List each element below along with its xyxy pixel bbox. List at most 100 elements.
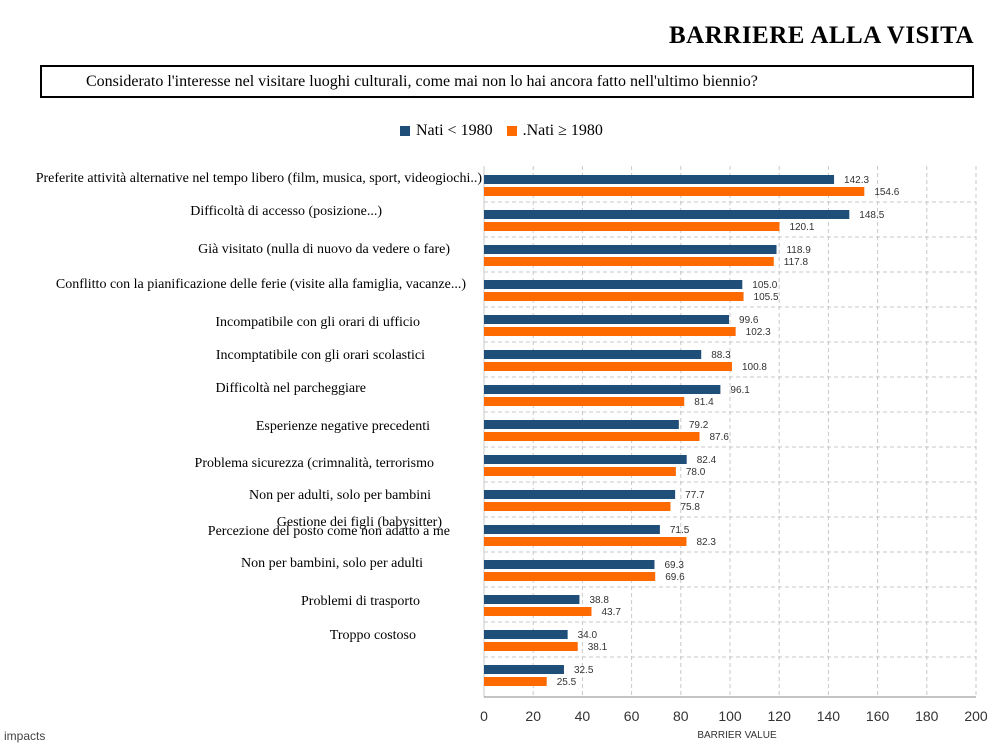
bar [484, 292, 744, 301]
x-tick-label: 20 [525, 708, 541, 724]
bar [484, 572, 656, 581]
data-label: 87.6 [709, 432, 729, 443]
x-tick-label: 40 [575, 708, 591, 724]
category-label: Preferite attività alternative nel tempo… [35, 171, 482, 186]
bar [484, 222, 780, 231]
data-label: 82.3 [696, 537, 716, 548]
data-label: 117.8 [784, 257, 809, 268]
x-axis-title: BARRIER VALUE [697, 730, 777, 741]
legend-item-series1: Nati < 1980 [400, 122, 493, 140]
bar [484, 210, 850, 219]
data-label: 34.0 [578, 630, 598, 641]
category-label: Problemi di trasporto [301, 594, 420, 609]
data-label: 69.3 [664, 560, 684, 571]
category-label: Difficoltà di accesso (posizione...) [190, 204, 382, 219]
bar [484, 490, 676, 499]
x-tick-label: 180 [915, 708, 939, 724]
chart-title: BARRIERE ALLA VISITA [668, 22, 974, 49]
legend-swatch-series1 [400, 126, 410, 136]
data-label: 77.7 [685, 490, 705, 501]
x-tick-label: 60 [624, 708, 640, 724]
category-label: Percezione del posto come non adatto a m… [207, 524, 450, 539]
question-box: Considerato l'interesse nel visitare luo… [40, 65, 974, 98]
axis-layer: 0 20 40 60 80 100 120 140 160 180 200 BARRIER VALUE [480, 696, 988, 741]
bar [484, 642, 578, 651]
x-tick-label: 140 [817, 708, 841, 724]
category-label: Già visitato (nulla di nuovo da vedere o… [198, 242, 450, 257]
legend-item-series2: .Nati ≥ 1980 [506, 122, 603, 140]
category-label: Non per bambini, solo per adulti [241, 556, 423, 571]
data-label: 102.3 [746, 327, 771, 338]
bar [484, 187, 865, 196]
bar [484, 175, 835, 184]
bar [484, 432, 700, 441]
bar [484, 665, 564, 674]
bar [484, 315, 730, 324]
data-label: 99.6 [739, 315, 759, 326]
category-label: Troppo costoso [329, 628, 416, 643]
data-label: 142.3 [844, 175, 869, 186]
bar [484, 455, 687, 464]
data-label: 78.0 [686, 467, 706, 478]
category-label-overlap: Gestione dei figli (babysitter) [276, 515, 442, 530]
data-label: 105.5 [754, 292, 779, 303]
data-label: 71.5 [670, 525, 690, 536]
data-label: 118.9 [786, 245, 811, 256]
data-label: 120.1 [789, 222, 814, 233]
bar [484, 350, 702, 359]
data-label: 96.1 [730, 385, 750, 396]
category-label: Incomptatibile con gli orari scolastici [215, 348, 425, 363]
category-label: Problema sicurezza (crimnalità, terroris… [194, 456, 434, 471]
bar [484, 677, 547, 686]
data-label: 148.5 [859, 210, 884, 221]
data-label: 79.2 [689, 420, 709, 431]
bar [484, 467, 676, 476]
category-label: Difficoltà nel parcheggiare [215, 381, 366, 396]
bar [484, 385, 721, 394]
legend: Nati < 1980 .Nati ≥ 1980 [400, 122, 603, 140]
bar [484, 525, 660, 534]
data-label: 38.1 [588, 642, 608, 653]
data-label: 69.6 [665, 572, 685, 583]
x-tick-label: 0 [480, 708, 488, 724]
data-label: 82.4 [697, 455, 717, 466]
data-label: 32.5 [574, 665, 594, 676]
bar [484, 560, 655, 569]
data-label: 81.4 [694, 397, 714, 408]
x-tick-label: 200 [964, 708, 988, 724]
x-tick-label: 80 [673, 708, 689, 724]
question-text: Considerato l'interesse nel visitare luo… [86, 72, 758, 90]
category-label: Esperienze negative precedenti [255, 419, 430, 434]
bar [484, 537, 687, 546]
data-label: 154.6 [874, 187, 899, 198]
category-label: Conflitto con la pianificazione delle fe… [55, 277, 466, 292]
bar [484, 257, 774, 266]
bar [484, 362, 732, 371]
data-label: 75.8 [680, 502, 700, 513]
x-tick-label: 100 [718, 708, 742, 724]
logo: impacts [4, 729, 45, 743]
data-label: 100.8 [742, 362, 767, 373]
category-label: Incompatibile con gli orari di ufficio [215, 315, 420, 330]
x-tick-label: 160 [866, 708, 890, 724]
legend-label-series1: Nati < 1980 [416, 122, 493, 139]
data-label: 25.5 [557, 677, 577, 688]
bar [484, 595, 580, 604]
data-label: 88.3 [711, 350, 731, 361]
bar [484, 420, 679, 429]
bar [484, 327, 736, 336]
legend-swatch-series2 [506, 126, 517, 136]
bar [484, 397, 685, 406]
data-label: 105.0 [752, 280, 777, 291]
bar [484, 502, 671, 511]
bar [484, 280, 743, 289]
data-label: 38.8 [589, 595, 609, 606]
bar [484, 245, 777, 254]
category-label: Non per adulti, solo per bambini [249, 488, 431, 503]
x-tick-label: 120 [768, 708, 792, 724]
legend-label-series2: .Nati ≥ 1980 [522, 122, 603, 139]
bar [484, 630, 568, 639]
logo-text: impacts [4, 729, 46, 743]
